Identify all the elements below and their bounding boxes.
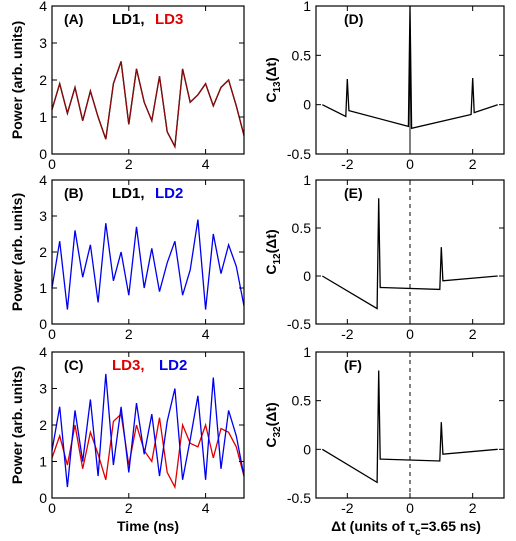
y-axis-label: Power (arb. units) — [9, 193, 25, 311]
panel-tag: (E) — [344, 185, 363, 201]
panel-tag: (C) — [64, 357, 83, 373]
panel-tag: (D) — [344, 11, 363, 27]
y-tick-label: 4 — [39, 0, 47, 14]
y-tick-label: -0.5 — [287, 146, 311, 162]
y-tick-label: 4 — [39, 344, 47, 360]
x-tick-label: 2 — [125, 156, 133, 172]
y-tick-label: 1 — [303, 172, 311, 188]
y-tick-label: 0 — [303, 268, 311, 284]
x-axis-label: Δt (units of τc=3.65 ns) — [331, 518, 481, 538]
x-tick-label: 2 — [125, 500, 133, 516]
x-tick-label: -2 — [341, 500, 354, 516]
x-tick-label: 0 — [406, 156, 414, 172]
y-tick-label: 1 — [39, 109, 47, 125]
x-tick-label: 0 — [48, 500, 56, 516]
legend-entry: LD1, — [112, 11, 145, 28]
x-axis-label: Time (ns) — [117, 518, 179, 534]
panel-tag: (F) — [344, 357, 362, 373]
y-tick-label: 0.5 — [292, 47, 312, 63]
y-tick-label: 0 — [39, 146, 47, 162]
x-tick-label: 0 — [406, 500, 414, 516]
x-tick-label: 2 — [469, 500, 477, 516]
x-tick-label: 4 — [202, 326, 210, 342]
series-line-c12 — [321, 198, 498, 310]
y-tick-label: 1 — [39, 454, 47, 470]
y-axis-label: Power (arb. units) — [9, 366, 25, 484]
series-line-ld1 — [51, 61, 245, 149]
y-tick-label: 4 — [39, 172, 47, 188]
x-tick-label: 2 — [469, 156, 477, 172]
panel-tag: (B) — [64, 185, 83, 201]
y-tick-label: 3 — [39, 381, 47, 397]
plot-frame — [51, 5, 245, 155]
y-tick-label: 0 — [303, 97, 311, 113]
panel-f: -2 0 2 -0.5 0 0.5 1 (F) C32(Δt) Δt (units of τc=3… — [263, 344, 505, 538]
series-line-c32 — [321, 370, 498, 484]
y-tick-label: 2 — [39, 417, 47, 433]
y-tick-label: 0.5 — [292, 220, 312, 236]
y-tick-label: -0.5 — [287, 316, 311, 332]
series-line-ld3 — [51, 61, 245, 149]
panel-a: 0 2 4 0 1 2 3 4 (A) LD1, LD3 Power (arb. units) — [9, 0, 245, 172]
y-tick-label: 3 — [39, 35, 47, 51]
legend-entry: LD2 — [159, 357, 187, 374]
panel-e: -2 0 2 -0.5 0 0.5 1 (E) C12(Δt) — [263, 172, 505, 342]
legend-entry: LD3 — [155, 11, 183, 28]
panel-b: 0 2 4 0 1 2 3 4 (B) LD1, LD2 Power (arb. units) — [9, 172, 245, 342]
legend-entry: LD2 — [155, 185, 183, 202]
y-tick-label: 3 — [39, 208, 47, 224]
y-tick-label: 1 — [39, 280, 47, 296]
y-tick-label: 1 — [303, 344, 311, 360]
y-tick-label: 2 — [39, 72, 47, 88]
x-tick-label: -2 — [341, 326, 354, 342]
y-axis-label: C12(Δt) — [263, 229, 283, 274]
y-tick-label: 0 — [39, 490, 47, 506]
y-tick-label: -0.5 — [287, 490, 311, 506]
plot-frame — [51, 351, 245, 499]
x-tick-label: 4 — [202, 500, 210, 516]
y-tick-label: 0 — [303, 441, 311, 457]
x-tick-label: 0 — [48, 156, 56, 172]
y-tick-label: 0 — [39, 316, 47, 332]
y-axis-label: Power (arb. units) — [9, 21, 25, 139]
y-axis-label: C32(Δt) — [263, 402, 283, 447]
x-tick-label: -2 — [341, 156, 354, 172]
legend-entry: LD3, — [112, 357, 145, 374]
y-tick-label: 0.5 — [292, 393, 312, 409]
y-tick-label: 2 — [39, 244, 47, 260]
series-line-ld3 — [51, 412, 245, 490]
panel-c: 0 2 4 0 1 2 3 4 (C) LD3, LD2 Power (arb. units) Time… — [9, 344, 245, 534]
plot-frame — [51, 179, 245, 325]
x-tick-label: 0 — [48, 326, 56, 342]
legend-entry: LD1, — [112, 185, 145, 202]
panel-d: -2 0 2 -0.5 0 0.5 1 (D) C13(Δt) — [263, 0, 505, 172]
panel-tag: (A) — [64, 11, 83, 27]
series-line-ld2 — [51, 373, 245, 488]
y-tick-label: 1 — [303, 0, 311, 14]
y-axis-label: C13(Δt) — [263, 57, 283, 102]
x-tick-label: 0 — [406, 326, 414, 342]
x-tick-label: 2 — [469, 326, 477, 342]
x-tick-label: 4 — [202, 156, 210, 172]
x-tick-label: 2 — [125, 326, 133, 342]
series-line-ld2 — [51, 219, 245, 310]
